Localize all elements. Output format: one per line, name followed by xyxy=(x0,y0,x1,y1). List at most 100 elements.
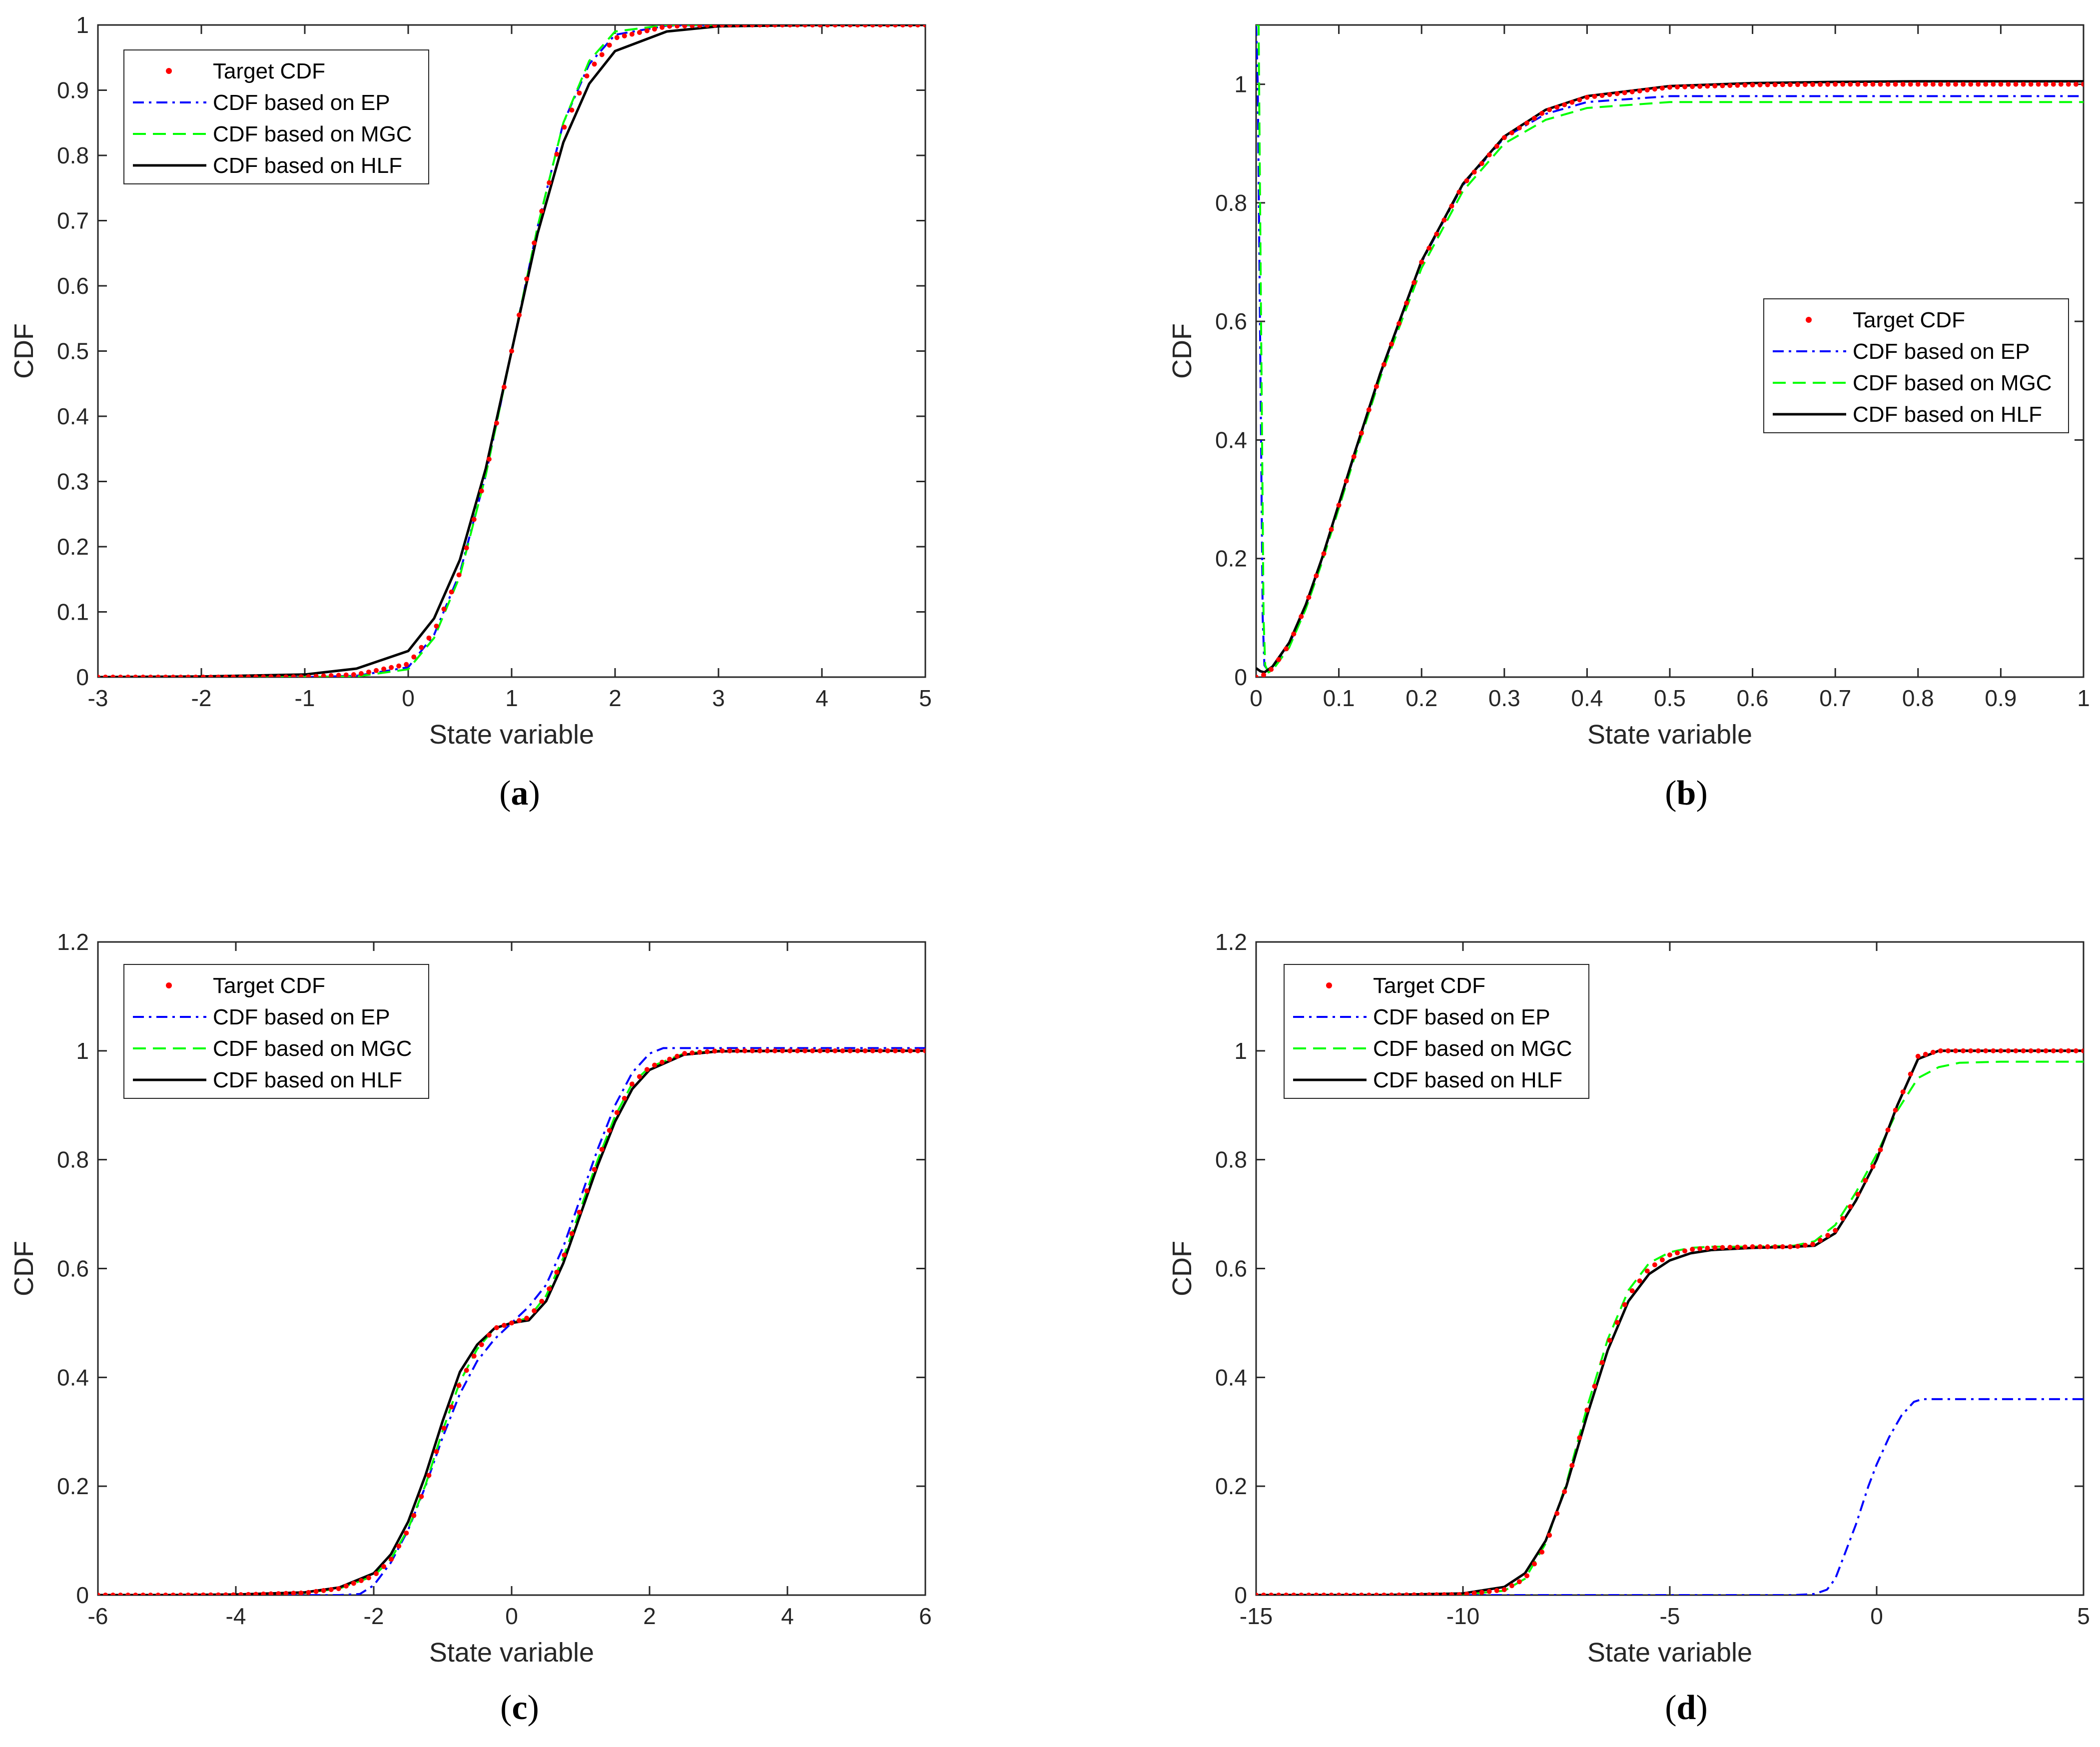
target-point xyxy=(1314,573,1319,579)
target-point xyxy=(170,675,176,677)
series-target-cdf xyxy=(98,1048,925,1595)
x-tick-label: -3 xyxy=(88,685,108,711)
y-tick-label: 0.4 xyxy=(1215,1364,1247,1390)
target-point xyxy=(1908,81,1913,87)
target-point xyxy=(1366,407,1372,413)
target-point xyxy=(494,1325,499,1330)
target-point xyxy=(178,1592,183,1595)
panel-caption: (d) xyxy=(1665,1689,1708,1727)
y-axis-label: CDF xyxy=(1167,323,1197,379)
x-tick-label: 1 xyxy=(2077,685,2090,711)
target-point xyxy=(1765,1244,1770,1249)
target-point xyxy=(148,675,153,677)
legend-label-hlf: CDF based on HLF xyxy=(1373,1068,1562,1092)
target-point xyxy=(667,1056,673,1062)
target-point xyxy=(1584,1407,1590,1413)
target-point xyxy=(1291,631,1297,637)
y-axis-label: CDF xyxy=(9,1241,39,1296)
target-point xyxy=(283,1591,289,1595)
target-point xyxy=(1840,1216,1846,1221)
target-point xyxy=(1569,99,1575,105)
target-point xyxy=(291,1591,296,1595)
target-point xyxy=(1426,245,1432,251)
target-point xyxy=(358,1578,364,1583)
target-point xyxy=(892,25,898,27)
target-point xyxy=(817,25,823,27)
target-point xyxy=(1554,104,1560,110)
legend-label-ep: CDF based on EP xyxy=(1373,1005,1550,1029)
target-point xyxy=(2073,1048,2079,1053)
target-point xyxy=(802,25,808,27)
target-point xyxy=(704,1049,710,1054)
target-point xyxy=(1878,1147,1883,1152)
target-point xyxy=(923,1048,925,1053)
target-point xyxy=(441,606,447,612)
target-point xyxy=(1878,81,1883,87)
target-point xyxy=(900,25,905,27)
x-tick-label: -5 xyxy=(1660,1603,1680,1629)
x-tick-label: 0.5 xyxy=(1654,685,1686,711)
target-point xyxy=(1900,81,1906,87)
y-tick-label: 1 xyxy=(76,1038,89,1064)
target-point xyxy=(787,25,793,27)
target-point xyxy=(885,1048,890,1053)
target-point xyxy=(1397,321,1402,326)
target-point xyxy=(1299,614,1304,619)
target-point xyxy=(223,1592,228,1595)
target-point xyxy=(1848,81,1853,87)
target-point xyxy=(1915,81,1921,87)
target-point xyxy=(2006,1048,2011,1053)
target-point xyxy=(802,1048,808,1053)
target-point xyxy=(1434,1592,1439,1595)
target-point xyxy=(283,674,289,677)
target-point xyxy=(1592,93,1597,99)
target-point xyxy=(419,645,424,650)
target-point xyxy=(125,1593,131,1595)
target-point xyxy=(298,674,304,677)
target-point xyxy=(185,675,191,677)
target-point xyxy=(2073,81,2079,87)
target-point xyxy=(1509,130,1514,135)
x-tick-label: 5 xyxy=(919,685,932,711)
target-point xyxy=(471,517,477,522)
target-point xyxy=(1885,81,1891,87)
target-point xyxy=(1720,83,1725,88)
target-point xyxy=(110,1593,116,1595)
target-point xyxy=(2058,1048,2064,1053)
legend-box xyxy=(1284,964,1589,1099)
target-point xyxy=(306,1590,311,1595)
target-point xyxy=(795,25,800,27)
target-point xyxy=(644,1067,650,1072)
target-point xyxy=(1946,1048,1951,1053)
target-point xyxy=(690,1050,695,1055)
target-point xyxy=(847,1048,853,1053)
target-point xyxy=(855,1048,860,1053)
target-point xyxy=(464,1368,469,1373)
target-point xyxy=(1501,1587,1507,1593)
target-point xyxy=(1750,82,1755,87)
target-point xyxy=(1727,83,1733,88)
target-point xyxy=(2021,1048,2026,1053)
x-tick-label: 0.9 xyxy=(1985,685,2017,711)
x-tick-label: 0.1 xyxy=(1323,685,1355,711)
target-point xyxy=(592,1167,597,1172)
target-point xyxy=(1976,81,1981,87)
target-point xyxy=(1599,93,1605,98)
series-target-cdf xyxy=(98,25,925,677)
target-point xyxy=(103,675,108,677)
target-point xyxy=(1562,1489,1567,1495)
target-point xyxy=(1652,1262,1657,1268)
legend-marker-target xyxy=(1326,982,1332,988)
target-point xyxy=(1261,672,1267,677)
target-point xyxy=(1344,478,1349,484)
target-point xyxy=(675,1053,680,1059)
target-point xyxy=(1486,152,1492,157)
target-point xyxy=(772,25,777,27)
target-point xyxy=(1787,82,1793,87)
legend-marker-target xyxy=(166,982,172,988)
target-point xyxy=(727,1048,732,1053)
legend: Target CDF CDF based on EP CDF based on MG… xyxy=(123,49,429,184)
x-tick-label: 0.3 xyxy=(1488,685,1520,711)
target-point xyxy=(1291,1593,1297,1595)
x-tick-label: -10 xyxy=(1446,1603,1479,1629)
